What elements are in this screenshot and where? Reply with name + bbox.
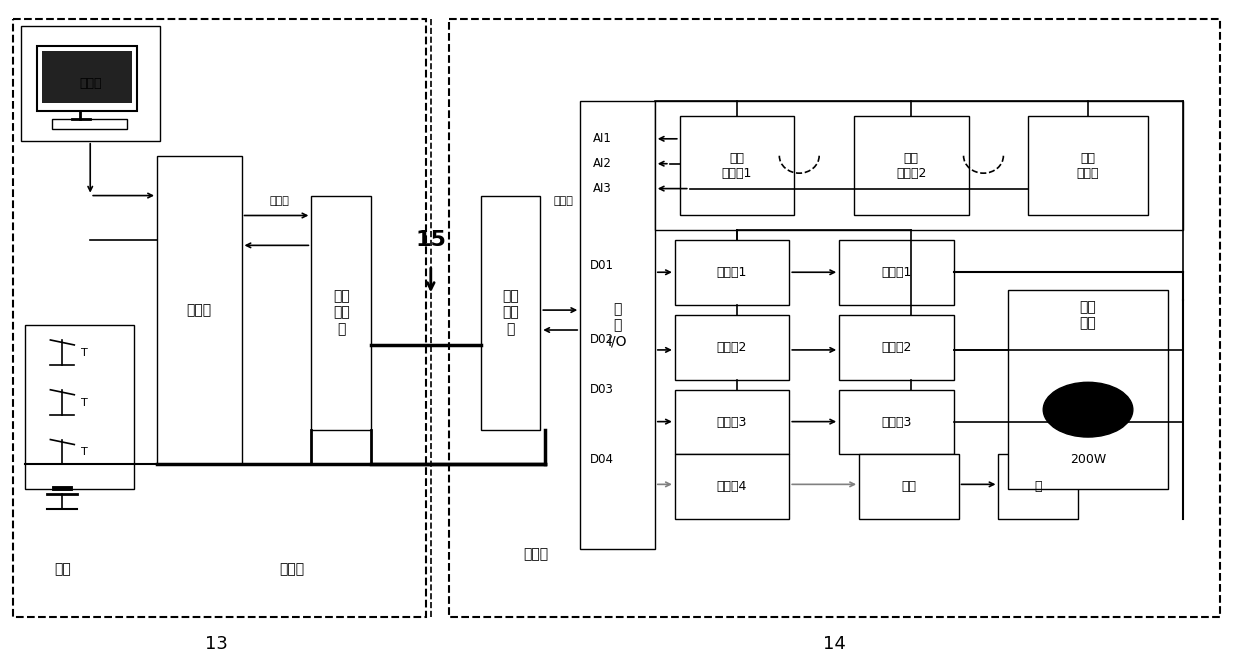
- Bar: [839, 240, 954, 305]
- Bar: [854, 116, 968, 216]
- Text: D02: D02: [590, 333, 614, 347]
- Bar: [675, 240, 790, 305]
- Text: 14: 14: [822, 635, 846, 653]
- Text: 继电器2: 继电器2: [717, 341, 748, 354]
- Text: 上位机: 上位机: [79, 77, 102, 90]
- Text: D01: D01: [590, 259, 614, 272]
- Text: 电磁阀3: 电磁阀3: [882, 416, 911, 429]
- Bar: [1028, 116, 1148, 216]
- Text: D03: D03: [590, 383, 614, 396]
- Text: 电机: 电机: [901, 480, 916, 493]
- Text: 200W: 200W: [1070, 453, 1106, 466]
- Bar: [675, 315, 790, 380]
- Text: 控制器: 控制器: [187, 303, 212, 317]
- Text: 稳压
电源: 稳压 电源: [1080, 300, 1096, 330]
- Text: 电磁阀1: 电磁阀1: [882, 266, 911, 280]
- Text: 继电器4: 继电器4: [717, 480, 748, 493]
- Bar: [449, 19, 1220, 617]
- Bar: [680, 116, 795, 216]
- Text: 继电器3: 继电器3: [717, 416, 748, 429]
- Text: AI3: AI3: [593, 182, 611, 195]
- Bar: [580, 101, 655, 549]
- Text: 13: 13: [206, 635, 228, 653]
- Bar: [42, 51, 131, 103]
- Text: 远
程
I/O: 远 程 I/O: [608, 302, 627, 348]
- Bar: [481, 196, 541, 430]
- Bar: [675, 390, 790, 454]
- Text: AI1: AI1: [593, 132, 613, 145]
- Text: 电源: 电源: [55, 562, 71, 576]
- Text: 继电器1: 继电器1: [717, 266, 748, 280]
- Text: 电力
载波
机: 电力 载波 机: [502, 290, 518, 336]
- Bar: [21, 27, 160, 141]
- Bar: [52, 119, 126, 129]
- Bar: [655, 101, 1183, 230]
- Ellipse shape: [1043, 382, 1133, 437]
- Text: 15: 15: [415, 230, 446, 250]
- Bar: [12, 19, 425, 617]
- Bar: [675, 454, 790, 519]
- Bar: [839, 390, 954, 454]
- Text: 泵: 泵: [1034, 480, 1042, 493]
- Text: 电力线: 电力线: [279, 562, 304, 576]
- Bar: [37, 46, 138, 111]
- Text: 电磁阀2: 电磁阀2: [882, 341, 911, 354]
- Bar: [839, 315, 954, 380]
- Bar: [25, 325, 134, 489]
- Text: 温度
传感器2: 温度 传感器2: [897, 151, 926, 180]
- Text: T: T: [81, 398, 88, 408]
- Bar: [311, 196, 371, 430]
- Text: 通讯线: 通讯线: [269, 196, 289, 206]
- Text: 通讯线: 通讯线: [553, 196, 573, 206]
- Text: 电力线: 电力线: [523, 547, 548, 561]
- Text: D04: D04: [590, 453, 614, 466]
- Bar: [1008, 290, 1168, 489]
- Bar: [157, 156, 242, 464]
- Text: 压力
传感器: 压力 传感器: [1076, 151, 1100, 180]
- Bar: [859, 454, 959, 519]
- Text: 温度
传感器1: 温度 传感器1: [722, 151, 753, 180]
- Text: T: T: [81, 348, 88, 358]
- Bar: [998, 454, 1078, 519]
- Text: 电力
载波
机: 电力 载波 机: [332, 290, 350, 336]
- Text: T: T: [81, 448, 88, 457]
- Text: AI2: AI2: [593, 157, 613, 170]
